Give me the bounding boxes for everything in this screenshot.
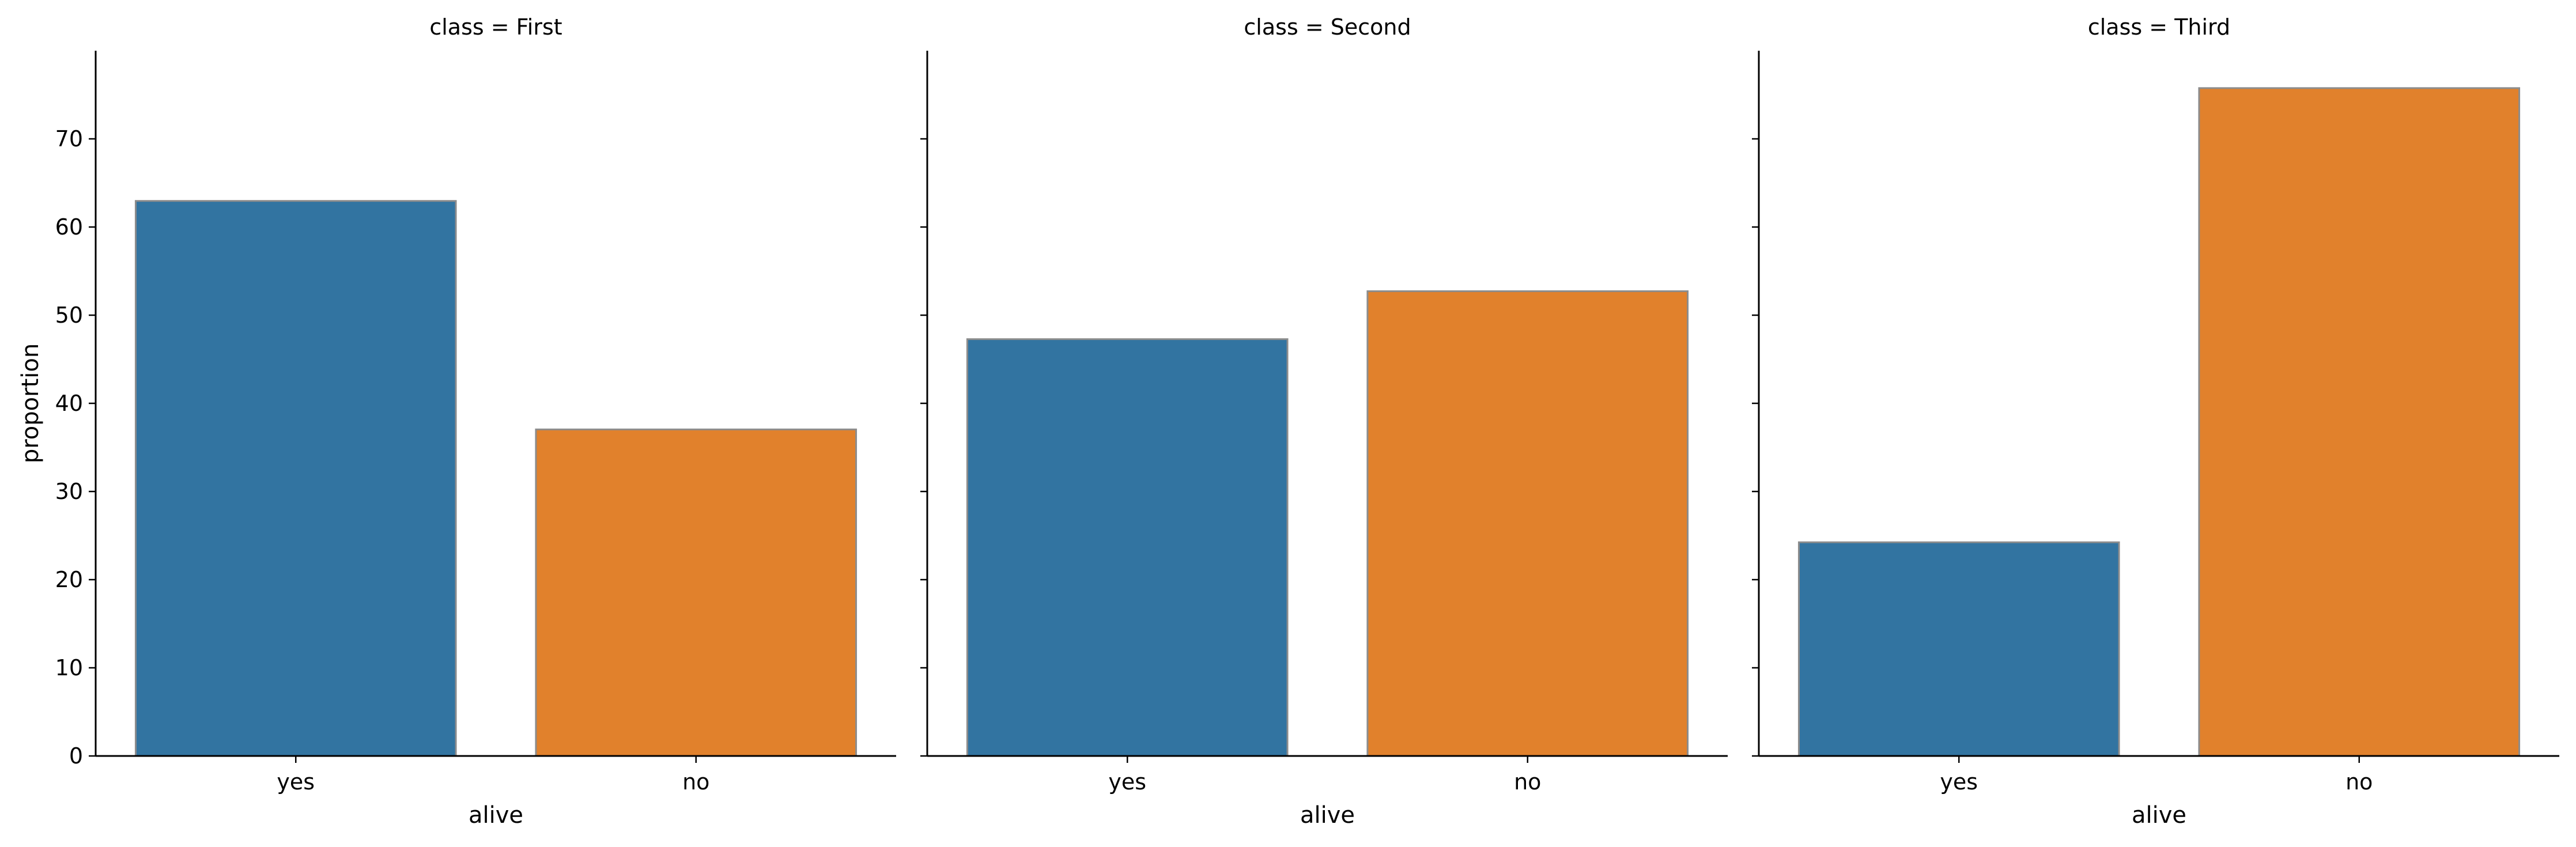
bar-yes (1797, 541, 2120, 757)
x-tick-label: yes (1108, 769, 1146, 795)
panel-title: class = Third (2088, 14, 2230, 40)
bar-no (1366, 290, 1689, 757)
panel-title: class = First (429, 14, 562, 40)
x-tick-label: yes (1940, 769, 1978, 795)
x-tick-label: no (2345, 769, 2373, 795)
x-axis-label: alive (1300, 802, 1355, 829)
panel-title: class = Second (1244, 14, 1411, 40)
y-tick-label: 70 (55, 126, 83, 152)
bar-yes (966, 338, 1289, 757)
bar-no (2198, 87, 2521, 757)
x-tick-label: yes (277, 769, 315, 795)
x-tick-label: no (1514, 769, 1541, 795)
y-axis-label: proportion (17, 343, 44, 463)
y-tick-label: 10 (55, 655, 83, 680)
y-tick-label: 30 (55, 479, 83, 504)
y-tick-label: 20 (55, 567, 83, 592)
x-tick-label: no (682, 769, 709, 795)
y-tick-label: 0 (69, 743, 83, 769)
x-axis-label: alive (2132, 802, 2186, 829)
y-tick-label: 50 (55, 302, 83, 328)
bar-yes (134, 200, 457, 757)
bar-no (535, 428, 858, 757)
y-tick-label: 60 (55, 214, 83, 240)
y-tick-label: 40 (55, 391, 83, 416)
x-axis-label: alive (469, 802, 523, 829)
